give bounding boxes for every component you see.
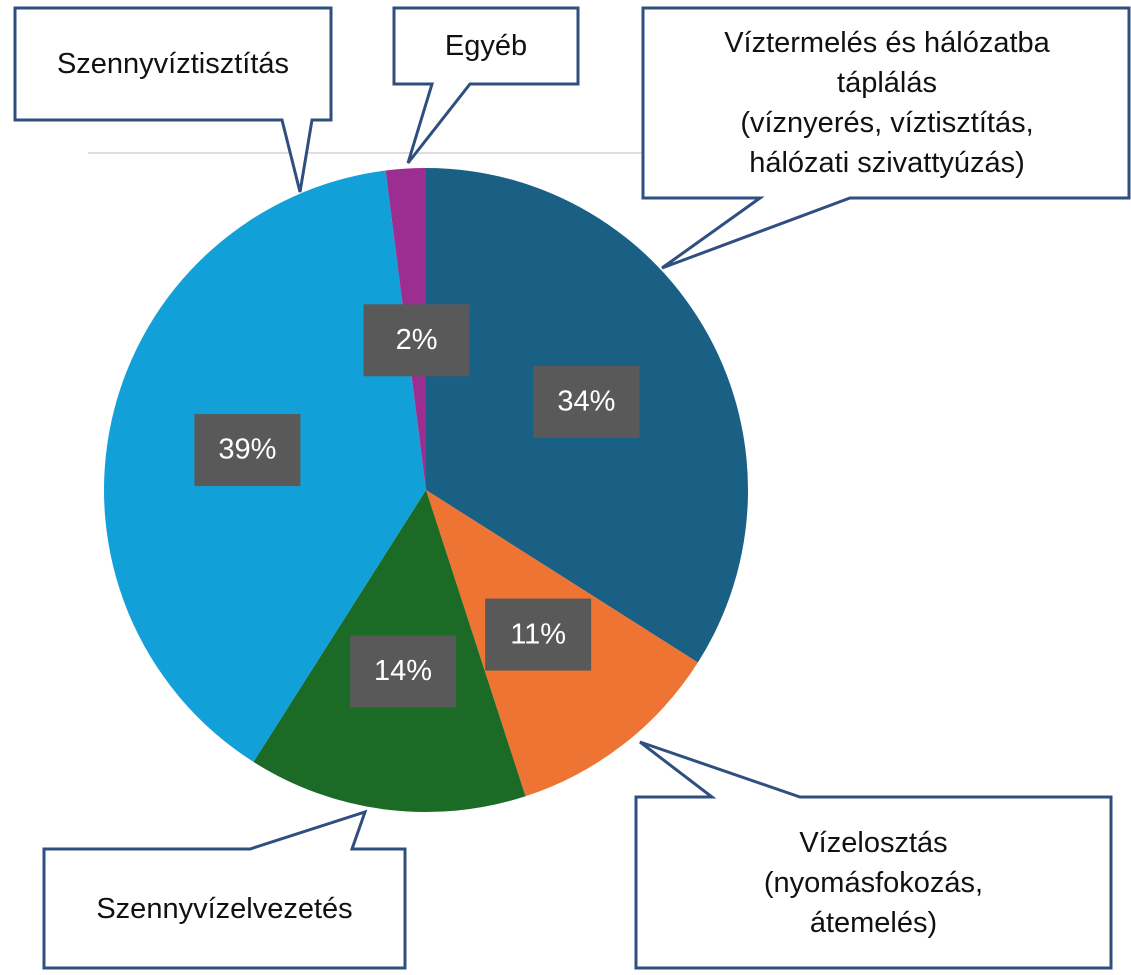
data-label-box — [350, 635, 457, 708]
callout-label: Szennyvíztisztítás — [56, 48, 290, 80]
callout-label: Egyéb — [444, 30, 528, 62]
data-label: 2% — [396, 324, 438, 356]
callout-box — [634, 740, 1113, 970]
callout-label: Szennyvízelvezetés — [96, 892, 353, 925]
data-label: 11% — [510, 618, 566, 650]
data-label-box — [485, 598, 592, 671]
data-label: 14% — [374, 655, 432, 687]
callout-box — [392, 6, 580, 164]
data-labels: 34% 11% 14% 39% 2% — [194, 304, 640, 708]
data-label-box — [194, 414, 301, 487]
callout-box — [13, 6, 333, 193]
data-label: 39% — [218, 434, 276, 466]
callout-label: Vízelosztás (nyomásfokozás, átemelés) — [763, 826, 984, 939]
callout-box — [42, 809, 407, 970]
data-label: 34% — [557, 385, 615, 417]
callout-label: Víztermelés és hálózatba táplálás (vízny… — [724, 27, 1050, 179]
pie — [103, 168, 749, 812]
callout-box — [641, 6, 1131, 270]
callouts — [13, 6, 1131, 970]
data-label-box — [533, 365, 640, 438]
data-label-box — [363, 304, 470, 377]
